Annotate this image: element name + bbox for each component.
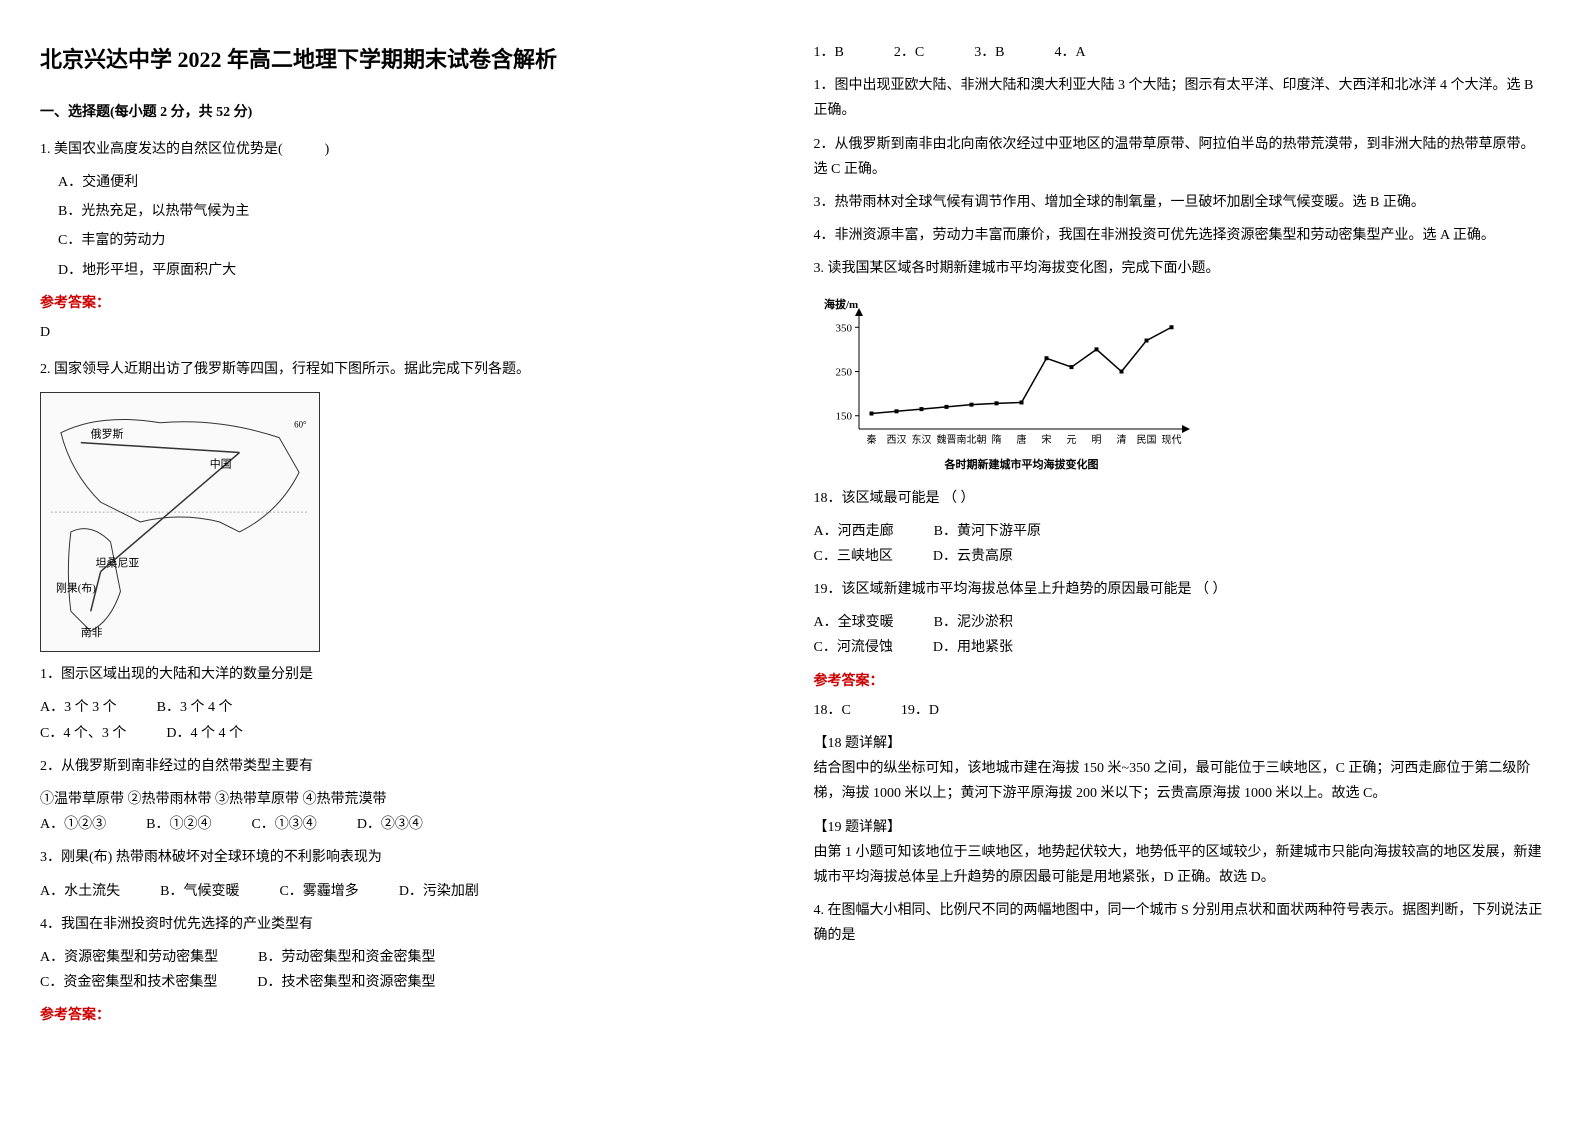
section-header: 一、选择题(每小题 2 分，共 52 分): [40, 100, 774, 125]
elevation-chart: 海拔/m 150 250 350 秦西汉东汉魏晋南北朝隋 唐 宋 元 明 清民国现代各时期新建城市…: [814, 294, 1548, 474]
map-label-sa: 南非: [81, 626, 103, 639]
q2-sub2-optB: B．①②④: [146, 812, 211, 837]
q2-sub3-optD: D．污染加剧: [399, 879, 479, 904]
q2-sub1-stem: 1．图示区域出现的大陆和大洋的数量分别是: [40, 662, 774, 687]
q2-sub4-optD: D．技术密集型和资源密集型: [257, 970, 435, 995]
svg-text:250: 250: [835, 366, 852, 378]
svg-text:海拔/m: 海拔/m: [824, 297, 858, 311]
map-image: 俄罗斯 中国 坦桑尼亚 刚果(布) 南非 60°: [40, 392, 320, 652]
q2-explain2: 2．从俄罗斯到南非由北向南依次经过中亚地区的温带草原带、阿拉伯半岛的热带荒漠带，…: [814, 132, 1548, 182]
svg-text:西汉: 西汉: [886, 434, 906, 446]
q1-optA: A．交通便利: [58, 170, 774, 195]
q2-ans3: 3．B: [974, 40, 1004, 65]
q2-sub1-optD: D．4 个 4 个: [166, 721, 243, 746]
q2-sub2-optC: C．①③④: [251, 812, 316, 837]
q2-sub1-optA: A．3 个 3 个: [40, 695, 117, 720]
q3-sub19-optD: D．用地紧张: [933, 635, 1013, 660]
q3-sub18-optD: D．云贵高原: [933, 544, 1013, 569]
q2-explain4: 4．非洲资源丰富，劳动力丰富而廉价，我国在非洲投资可优先选择资源密集型和劳动密集…: [814, 223, 1548, 248]
q3-sub19-optC: C．河流侵蚀: [814, 635, 893, 660]
q2-sub2-optA: A．①②③: [40, 812, 106, 837]
q1-optD: D．地形平坦，平原面积广大: [58, 258, 774, 283]
q2-sub1-optB: B．3 个 4 个: [157, 695, 233, 720]
q2-sub3-optB: B．气候变暖: [160, 879, 239, 904]
q2-ans4: 4．A: [1055, 40, 1086, 65]
q3-sub19-optA: A．全球变暖: [814, 610, 894, 635]
q3-sub19-stem: 19．该区域新建城市平均海拔总体呈上升趋势的原因最可能是 （ ）: [814, 577, 1548, 602]
map-label-tanzania: 坦桑尼亚: [96, 556, 140, 570]
q2-sub3-optA: A．水土流失: [40, 879, 120, 904]
q3-sub19-optB: B．泥沙淤积: [934, 610, 1013, 635]
q3-sub18-optC: C．三峡地区: [814, 544, 893, 569]
svg-text:清: 清: [1116, 433, 1126, 446]
svg-text:魏晋: 魏晋: [936, 433, 956, 446]
q3-sub18-stem: 18．该区域最可能是 （ ）: [814, 486, 1548, 511]
q2-ans1: 1．B: [814, 40, 844, 65]
svg-text:60°: 60°: [294, 420, 307, 430]
q3-sub18-optB: B．黄河下游平原: [934, 519, 1041, 544]
svg-text:秦: 秦: [866, 433, 876, 446]
q2-sub4-optC: C．资金密集型和技术密集型: [40, 970, 217, 995]
q2-explain3: 3．热带雨林对全球气候有调节作用、增加全球的制氧量，一旦破坏加剧全球气候变暖。选…: [814, 190, 1548, 215]
q1-optB: B．光热充足，以热带气候为主: [58, 199, 774, 224]
svg-text:南北朝: 南北朝: [956, 433, 986, 446]
svg-text:150: 150: [835, 410, 852, 422]
svg-text:元: 元: [1066, 435, 1076, 446]
svg-text:民国: 民国: [1136, 434, 1156, 446]
q3-ans19: 19．D: [901, 698, 939, 723]
q2-explain1: 1．图中出现亚欧大陆、非洲大陆和澳大利亚大陆 3 个大陆；图示有太平洋、印度洋、…: [814, 73, 1548, 123]
q2-sub3-stem: 3．刚果(布) 热带雨林破坏对全球环境的不利影响表现为: [40, 845, 774, 870]
q2-ans2: 2．C: [894, 40, 924, 65]
q3-explain19: 由第 1 小题可知该地位于三峡地区，地势起伏较大，地势低平的区域较少，新建城市只…: [814, 840, 1548, 890]
map-label-congo: 刚果(布): [56, 582, 96, 595]
q3-answer-label: 参考答案：: [814, 669, 1548, 694]
map-label-russia: 俄罗斯: [91, 428, 124, 441]
q3-explain19-label: 【19 题详解】: [814, 815, 1548, 840]
q2-sub4-optB: B．劳动密集型和资金密集型: [258, 945, 435, 970]
q3-explain18: 结合图中的纵坐标可知，该地城市建在海拔 150 米~350 之间，最可能位于三峡…: [814, 756, 1548, 806]
svg-text:350: 350: [835, 322, 852, 334]
q1-answer-label: 参考答案：: [40, 291, 774, 316]
q2-sub1-optC: C．4 个、3 个: [40, 721, 126, 746]
q2-stem: 2. 国家领导人近期出访了俄罗斯等四国，行程如下图所示。据此完成下列各题。: [40, 357, 774, 382]
q2-answer-label: 参考答案：: [40, 1003, 774, 1028]
q4-stem: 4. 在图幅大小相同、比例尺不同的两幅地图中，同一个城市 S 分别用点状和面状两…: [814, 898, 1548, 948]
svg-text:东汉: 东汉: [911, 433, 931, 446]
q3-explain18-label: 【18 题详解】: [814, 731, 1548, 756]
q2-sub4-optA: A．资源密集型和劳动密集型: [40, 945, 218, 970]
q1-stem: 1. 美国农业高度发达的自然区位优势是( ): [40, 137, 774, 162]
svg-text:明: 明: [1091, 434, 1101, 446]
q3-ans18: 18．C: [814, 698, 851, 723]
q2-sub2-line2: ①温带草原带 ②热带雨林带 ③热带草原带 ④热带荒漠带: [40, 787, 774, 812]
svg-text:唐: 唐: [1016, 433, 1026, 446]
svg-text:宋: 宋: [1041, 433, 1051, 446]
svg-text:隋: 隋: [991, 433, 1001, 446]
svg-text:现代: 现代: [1161, 434, 1181, 446]
map-label-china: 中国: [210, 458, 232, 471]
q1-answer: D: [40, 320, 774, 345]
q2-sub3-optC: C．雾霾增多: [279, 879, 358, 904]
q1-optC: C．丰富的劳动力: [58, 228, 774, 253]
page-title: 北京兴达中学 2022 年高二地理下学期期末试卷含解析: [40, 40, 774, 80]
q2-sub2-optD: D．②③④: [357, 812, 423, 837]
q2-sub2-stem: 2．从俄罗斯到南非经过的自然带类型主要有: [40, 754, 774, 779]
q3-stem: 3. 读我国某区域各时期新建城市平均海拔变化图，完成下面小题。: [814, 256, 1548, 281]
svg-text:各时期新建城市平均海拔变化图: 各时期新建城市平均海拔变化图: [943, 457, 1098, 471]
q2-sub4-stem: 4．我国在非洲投资时优先选择的产业类型有: [40, 912, 774, 937]
q3-sub18-optA: A．河西走廊: [814, 519, 894, 544]
